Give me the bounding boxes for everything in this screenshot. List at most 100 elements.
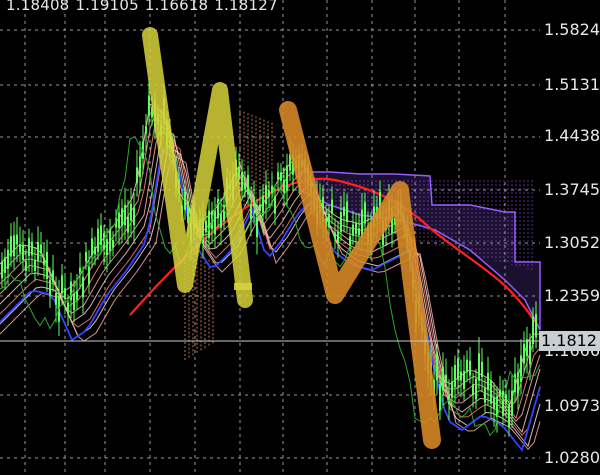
candle-body	[523, 343, 525, 364]
candle-body	[265, 185, 267, 205]
candle-body	[85, 252, 87, 262]
ohlc-open: 1.18408	[6, 0, 70, 14]
candle-body	[7, 249, 9, 269]
candle-body	[64, 288, 66, 299]
candle-body	[478, 353, 480, 381]
candle-body	[253, 196, 255, 207]
price-axis-label: 1.4438	[544, 126, 600, 145]
drawn-annotations	[142, 27, 441, 449]
candle-body	[535, 314, 537, 338]
candle-body	[379, 191, 381, 219]
candle-body	[241, 172, 243, 191]
candle-body	[283, 179, 285, 193]
candle-body	[88, 266, 90, 285]
candle-body	[73, 293, 75, 310]
candle-body	[112, 240, 114, 248]
candle-body	[343, 206, 345, 216]
candle-body	[106, 239, 108, 256]
price-axis-label: 1.2359	[544, 286, 600, 305]
candle-body	[67, 302, 69, 315]
candle-body	[328, 213, 330, 228]
candle-body	[436, 352, 438, 381]
candle-body	[262, 195, 264, 216]
candle-body	[526, 339, 528, 357]
candle-body	[4, 257, 6, 274]
candle-body	[148, 95, 150, 116]
candle-body	[271, 185, 273, 193]
candle-body	[82, 276, 84, 298]
candle-body	[472, 384, 474, 396]
candle-body	[454, 364, 456, 388]
candle-body	[475, 378, 477, 400]
candle-body	[511, 390, 513, 416]
candle-body	[13, 235, 15, 257]
candle-body	[280, 172, 282, 181]
candle-body	[22, 244, 24, 260]
candle-body	[151, 106, 153, 118]
candle-body	[217, 198, 219, 219]
candle-body	[40, 244, 42, 254]
candle-body	[520, 355, 522, 382]
candle-body	[25, 261, 27, 271]
candle-body	[19, 243, 21, 253]
candle-body	[349, 236, 351, 249]
price-axis-label: 1.5131	[544, 75, 600, 94]
candle-body	[37, 241, 39, 262]
candle-body	[94, 246, 96, 255]
candle-body	[145, 126, 147, 134]
candle-body	[469, 360, 471, 376]
ohlc-close: 1.18127	[214, 0, 278, 14]
candle-body	[361, 209, 363, 237]
candle-body	[136, 167, 138, 184]
candle-body	[115, 217, 117, 228]
candle-body	[508, 404, 510, 428]
candle-body	[451, 381, 453, 398]
candle-body	[481, 361, 483, 378]
candle-body	[532, 316, 534, 345]
candle-body	[289, 154, 291, 171]
candle-body	[274, 196, 276, 214]
candle-body	[49, 279, 51, 296]
candle-body	[118, 212, 120, 229]
candle-body	[256, 212, 258, 238]
candle-body	[529, 341, 531, 365]
candle-body	[100, 225, 102, 245]
candle-body	[364, 202, 366, 224]
candle-body	[238, 166, 240, 179]
candle-body	[331, 199, 333, 214]
candle-body	[286, 165, 288, 191]
candle-body	[31, 241, 33, 256]
candle-body	[124, 204, 126, 226]
candle-body	[346, 201, 348, 223]
candle-body	[133, 207, 135, 226]
candle-body	[322, 197, 324, 223]
candle-body	[220, 213, 222, 228]
yellow-marker-dash	[234, 283, 252, 290]
candle-body	[208, 210, 210, 238]
ohlc-readout: 1.18408 1.19105 1.16618 1.18127	[6, 0, 284, 14]
price-axis-label: 1.3052	[544, 233, 600, 252]
candle-body	[490, 380, 492, 404]
ohlc-high: 1.19105	[75, 0, 139, 14]
candle-body	[187, 200, 189, 223]
candle-body	[355, 222, 357, 235]
candle-body	[358, 228, 360, 235]
candle-body	[337, 231, 339, 243]
candle-body	[442, 367, 444, 391]
candle-body	[457, 358, 459, 380]
candle-body	[445, 374, 447, 383]
candle-body	[91, 238, 93, 256]
candle-body	[10, 236, 12, 257]
candle-body	[127, 216, 129, 233]
candle-body	[460, 371, 462, 381]
candle-body	[43, 257, 45, 265]
candle-body	[61, 275, 63, 294]
ma-red-line	[129, 177, 536, 323]
candle-body	[259, 204, 261, 211]
candle-body	[277, 172, 279, 180]
candle-body	[496, 396, 498, 418]
ohlc-low: 1.16618	[144, 0, 209, 14]
candle-body	[202, 217, 204, 244]
